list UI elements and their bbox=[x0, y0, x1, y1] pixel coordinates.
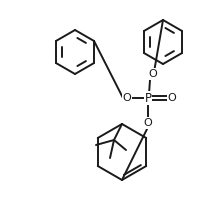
Text: O: O bbox=[123, 93, 131, 103]
Text: O: O bbox=[168, 93, 176, 103]
Text: P: P bbox=[145, 92, 151, 104]
Text: O: O bbox=[149, 69, 157, 79]
Text: O: O bbox=[144, 118, 152, 128]
